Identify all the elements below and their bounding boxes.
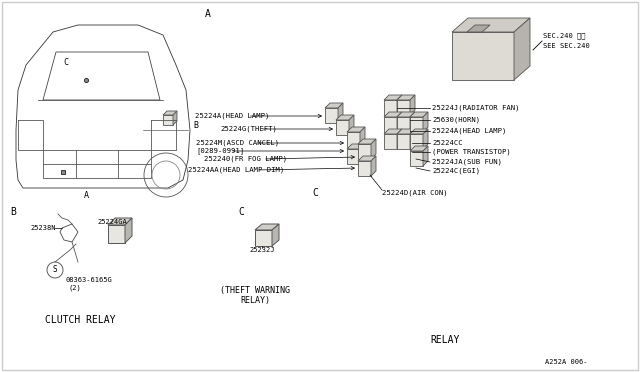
Bar [452,32,514,80]
Polygon shape [336,115,354,120]
Polygon shape [423,112,428,132]
Text: 25224A(HEAD LAMP): 25224A(HEAD LAMP) [195,113,269,119]
Polygon shape [125,218,132,243]
Text: SEC.240 参照: SEC.240 参照 [543,33,586,39]
Polygon shape [384,129,402,134]
Polygon shape [410,129,428,134]
Text: A: A [83,190,88,199]
Text: C: C [312,188,318,198]
Polygon shape [272,224,279,246]
Polygon shape [347,144,365,149]
Polygon shape [410,95,415,115]
Polygon shape [349,115,354,135]
Text: 25224A(HEAD LAMP): 25224A(HEAD LAMP) [432,128,506,134]
Polygon shape [360,127,365,147]
Text: C: C [238,207,244,217]
Polygon shape [358,139,376,144]
Polygon shape [410,146,428,151]
Text: 25224G(THEFT): 25224G(THEFT) [220,126,277,132]
Polygon shape [371,156,376,176]
Text: CLUTCH RELAY: CLUTCH RELAY [45,315,115,325]
Text: A252A 006-: A252A 006- [545,359,588,365]
Bar [410,134,423,149]
Polygon shape [358,156,376,161]
Text: B: B [10,207,16,217]
Bar [163,115,173,125]
Bar [384,117,397,132]
Polygon shape [347,127,365,132]
Bar [43,150,151,178]
Text: (POWER TRANSISTOP): (POWER TRANSISTOP) [432,149,511,155]
Text: 25224M(ASCD CANCEL): 25224M(ASCD CANCEL) [196,140,279,146]
Text: RELAY: RELAY [430,335,460,345]
Polygon shape [452,18,530,32]
Polygon shape [397,95,415,100]
Polygon shape [397,129,402,149]
Text: 25224CC: 25224CC [432,140,463,146]
Text: (THEFT WARNING: (THEFT WARNING [220,285,290,295]
Polygon shape [397,112,415,117]
Text: 25630(HORN): 25630(HORN) [432,117,480,123]
Polygon shape [255,224,279,230]
Bar [384,100,397,115]
Polygon shape [397,112,402,132]
Text: (2): (2) [68,285,81,291]
Bar [410,117,423,132]
Polygon shape [467,25,490,32]
Text: 25224JA(SUB FUN): 25224JA(SUB FUN) [432,159,502,165]
Bar [336,120,349,135]
Polygon shape [397,129,415,134]
Bar [347,149,360,164]
Polygon shape [410,112,415,132]
Bar [410,151,423,166]
Text: 25224C(EGI): 25224C(EGI) [432,168,480,174]
Bar [397,117,410,132]
Text: A: A [205,9,211,19]
Text: SEE SEC.240: SEE SEC.240 [543,43,589,49]
Text: 252240(FR FOG LAMP): 252240(FR FOG LAMP) [204,156,287,162]
Bar [325,108,338,123]
Text: 25238N: 25238N [30,225,56,231]
Polygon shape [108,218,132,225]
Text: 25224GA: 25224GA [97,219,127,225]
Polygon shape [384,95,402,100]
Text: 25224AA(HEAD LAMP DIM): 25224AA(HEAD LAMP DIM) [188,167,284,173]
Polygon shape [410,129,415,149]
Bar [358,161,371,176]
Polygon shape [360,144,365,164]
Text: 25224J(RADIATOR FAN): 25224J(RADIATOR FAN) [432,105,520,111]
Bar [397,134,410,149]
Text: 25224D(AIR CON): 25224D(AIR CON) [382,190,447,196]
Text: [0289-0991]: [0289-0991] [196,148,244,154]
Bar [347,132,360,147]
Text: B: B [193,121,198,129]
Polygon shape [163,111,177,115]
Bar [358,144,371,159]
Polygon shape [325,103,343,108]
Polygon shape [514,18,530,80]
Polygon shape [397,95,402,115]
Polygon shape [384,112,402,117]
Bar [397,100,410,115]
Text: S: S [52,266,58,275]
Text: C: C [63,58,68,67]
Bar [108,225,125,243]
Text: RELAY): RELAY) [240,295,270,305]
Bar [384,134,397,149]
Polygon shape [338,103,343,123]
Text: 25232J: 25232J [249,247,275,253]
Polygon shape [423,129,428,149]
Polygon shape [371,139,376,159]
Polygon shape [410,112,428,117]
Polygon shape [173,111,177,125]
Text: 08363-6165G: 08363-6165G [65,277,112,283]
Polygon shape [423,146,428,166]
Bar [255,230,272,246]
